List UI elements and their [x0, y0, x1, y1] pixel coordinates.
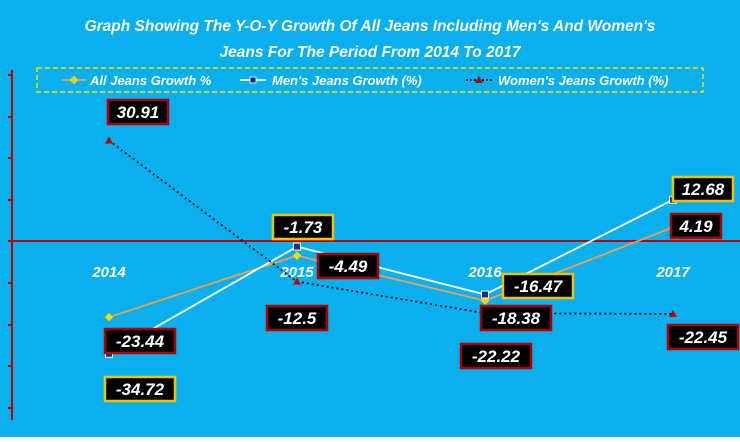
- womens-data-label-box: [106, 98, 170, 126]
- mens-data-label-box: [671, 175, 735, 203]
- legend-all-label: All Jeans Growth %: [89, 73, 212, 88]
- all-series-line: [108, 226, 674, 319]
- all-data-label: 4.19: [669, 212, 723, 240]
- womens-data-label-text: -22.45: [679, 328, 728, 347]
- all-data-label-text: 4.19: [678, 217, 713, 236]
- mens-data-label: -1.73: [271, 213, 335, 241]
- womens-data-label-text: 30.91: [117, 103, 160, 122]
- all-data-label-text: -4.49: [329, 257, 368, 276]
- all-data-label-box: [669, 212, 723, 240]
- mens-data-label: -34.72: [103, 375, 177, 403]
- legend: All Jeans Growth % Men's Jeans Growth (%…: [36, 67, 704, 93]
- all-data-label-box: [479, 304, 553, 332]
- x-tick-label: 2017: [655, 264, 690, 281]
- mens-data-label-text: -1.73: [284, 218, 323, 237]
- womens-data-label-text: -22.22: [472, 347, 521, 366]
- data-labels: -23.44 -4.49 -18.38 4.19 -34.72 -1.73 -16.47 12…: [103, 98, 740, 403]
- all-point-marker: [292, 251, 302, 260]
- mens-data-label-box: [103, 375, 177, 403]
- all-data-label-text: -23.44: [116, 332, 165, 351]
- womens-data-label: -22.22: [459, 342, 533, 370]
- mens-series-line: [108, 198, 674, 355]
- womens-data-label-box: [265, 304, 329, 332]
- all-data-label: -18.38: [479, 304, 553, 332]
- legend-mens-marker: [249, 76, 257, 84]
- womens-data-label-box: [666, 323, 740, 351]
- all-data-label-box: [103, 327, 177, 355]
- mens-data-label-text: -34.72: [116, 380, 165, 399]
- all-point-marker: [104, 312, 114, 322]
- womens-series-line: [108, 139, 674, 315]
- legend-all-marker: [69, 75, 79, 85]
- chart-title-line-1: Graph Showing The Y-O-Y Growth Of All Je…: [85, 18, 656, 35]
- all-data-label-text: -18.38: [492, 309, 541, 328]
- x-tick-label: 2015: [279, 264, 314, 281]
- womens-data-label: -22.45: [666, 323, 740, 351]
- x-tick-label: 2014: [91, 264, 126, 281]
- womens-point-marker: [293, 277, 301, 285]
- mens-data-label-box: [271, 213, 335, 241]
- womens-data-label-text: -12.5: [278, 309, 317, 328]
- legend-womens-marker: [475, 76, 483, 83]
- womens-point-marker: [669, 309, 677, 317]
- womens-point-marker: [105, 136, 113, 144]
- mens-point-marker: [481, 290, 489, 299]
- mens-data-label: -16.47: [501, 272, 575, 300]
- mens-data-label-text: 12.68: [682, 180, 725, 199]
- womens-data-label-box: [459, 342, 533, 370]
- mens-data-label-box: [501, 272, 575, 300]
- legend-box: [36, 67, 704, 93]
- series-lines: [108, 139, 674, 355]
- mens-data-label-text: -16.47: [514, 277, 564, 296]
- all-data-label: -4.49: [316, 252, 380, 280]
- legend-mens-label: Men's Jeans Growth (%): [272, 73, 422, 88]
- chart-title-line-2: Jeans For The Period From 2014 To 2017: [220, 44, 522, 61]
- all-data-label: -23.44: [103, 327, 177, 355]
- mens-data-label: 12.68: [671, 175, 735, 203]
- all-data-label-box: [316, 252, 380, 280]
- all-point-marker: [480, 296, 490, 305]
- axes: 2014 2015 2016 2017: [8, 70, 740, 420]
- legend-womens-label: Women's Jeans Growth (%): [498, 73, 668, 88]
- womens-data-label: -12.5: [265, 304, 329, 332]
- x-tick-label: 2016: [467, 264, 502, 281]
- womens-data-label: 30.91: [106, 98, 170, 126]
- mens-point-marker: [293, 242, 301, 251]
